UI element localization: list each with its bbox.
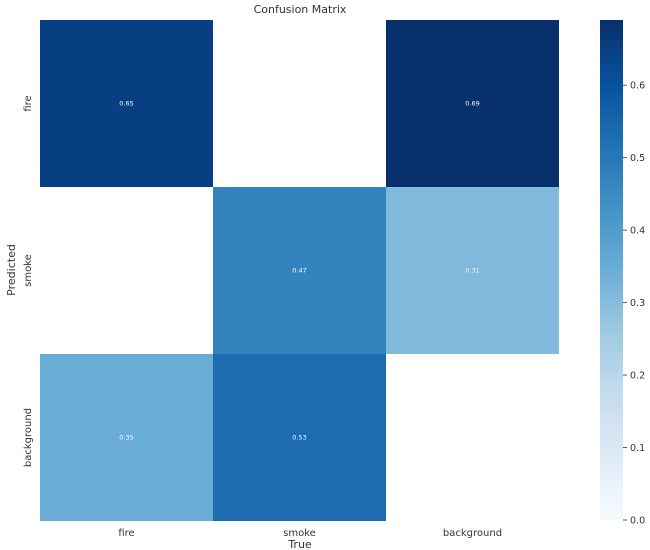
x-tick-label: smoke [283,528,316,539]
colorbar-tick-label: 0.4 [630,226,645,237]
colorbar-tick-label: 0.3 [630,298,645,309]
y-tick-label: fire [23,95,34,111]
colorbar [600,20,623,520]
colorbar-tick-label: 0.1 [630,443,645,454]
y-tick-labels: fire smoke background [23,95,34,467]
heatmap-value-labels: 0.65 0.69 0.47 0.31 0.35 0.53 [119,100,479,442]
x-tick-labels: fire smoke background [118,528,502,539]
heatmap-cells [40,20,559,521]
cell-value-label: 0.69 [465,100,479,108]
heatmap-cell-smoke-background [386,187,559,354]
heatmap-cell-background-smoke [213,354,386,521]
y-axis-label: Predicted [5,244,18,296]
cell-value-label: 0.35 [119,434,133,442]
heatmap-cell-background-fire [40,354,213,521]
x-tick-label: background [443,528,502,539]
cell-value-label: 0.47 [292,267,306,275]
cell-value-label: 0.65 [119,100,133,108]
heatmap-cell-fire-fire [40,20,213,187]
colorbar-tick-label: 0.2 [630,371,645,382]
x-tick-label: fire [118,528,134,539]
chart-title: Confusion Matrix [254,3,347,16]
heatmap-cell-smoke-smoke [213,187,386,354]
heatmap-cell-fire-background [386,20,559,187]
colorbar-tick-label: 0.6 [630,81,645,92]
colorbar-tick-label: 0.5 [630,153,645,164]
y-tick-label: background [23,408,34,467]
colorbar-tick-label: 0.0 [630,516,645,527]
cell-value-label: 0.31 [465,267,479,275]
x-axis-label: True [287,538,312,550]
y-tick-label: smoke [23,254,34,287]
cell-value-label: 0.53 [292,434,306,442]
colorbar-ticks: 0.0 0.1 0.2 0.3 0.4 0.5 0.6 [623,81,645,527]
